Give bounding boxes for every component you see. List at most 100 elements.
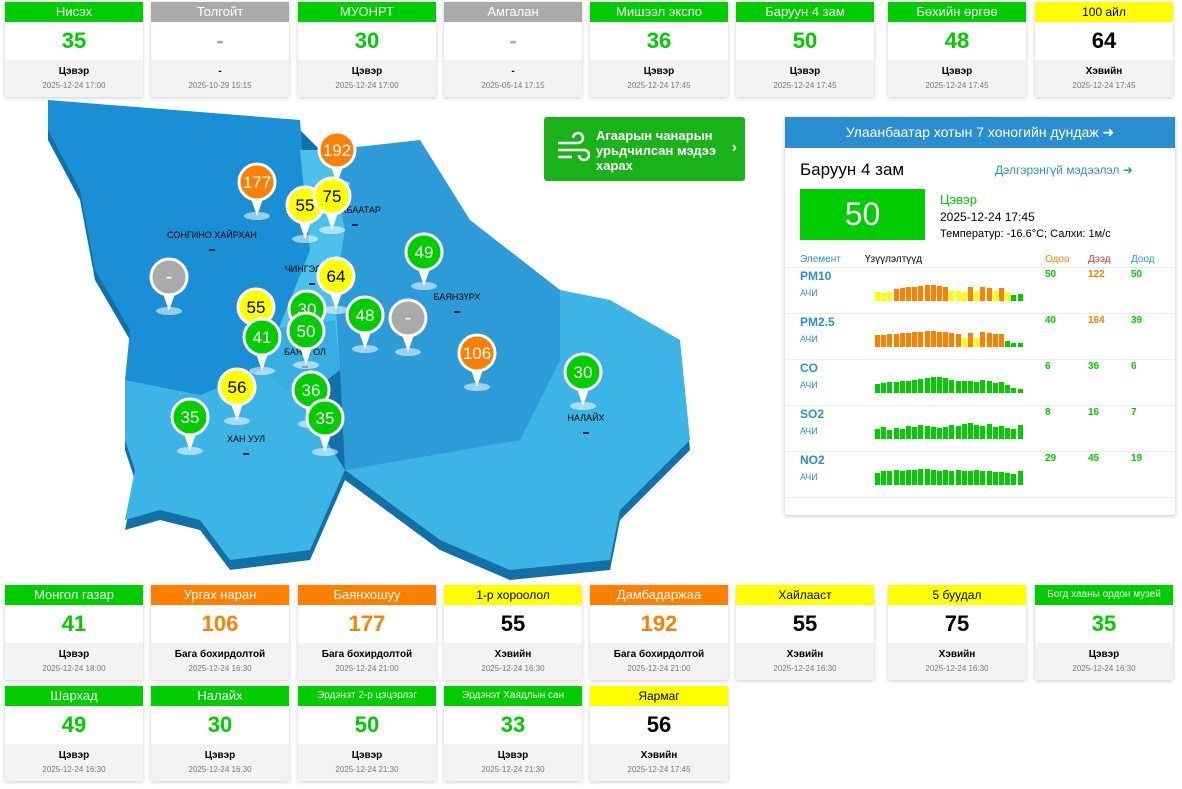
station-name: Баянхошуу — [298, 585, 436, 605]
bar — [980, 332, 986, 347]
element-max: 45 — [1088, 453, 1100, 464]
station-value: 192 — [640, 611, 678, 636]
station-name: Баруун 4 зам — [736, 2, 874, 22]
bar — [1017, 343, 1023, 347]
station-card[interactable]: Богд хааны ордон музей 35 Цэвэр 2025-12-24 … — [1035, 585, 1173, 680]
map-pin[interactable]: 30 — [563, 352, 603, 410]
map-pin[interactable]: 64 — [316, 256, 356, 314]
bar — [1011, 429, 1017, 439]
station-value: 35 — [1091, 611, 1117, 636]
panel-header[interactable]: Улаанбаатар хотын 7 хоногийн дундаж ➜ — [785, 117, 1175, 148]
bar — [1005, 341, 1011, 347]
station-card[interactable]: Баянхошуу 177 Бага бохирдолтой 2025-12-24 2… — [298, 585, 436, 680]
bar — [992, 427, 998, 439]
station-time: 2025-12-24 16:30 — [5, 761, 143, 781]
map-pin[interactable]: 177 — [237, 162, 277, 220]
map-pin[interactable]: 50 — [286, 311, 326, 369]
map-pin[interactable]: - — [388, 298, 428, 356]
bar — [930, 285, 936, 301]
station-name: Шархад — [5, 686, 143, 706]
pin-circle — [170, 397, 210, 437]
station-card[interactable]: Хайлааст 55 Хэвийн 2025-12-24 16:30 — [736, 585, 874, 680]
pin-value: - — [166, 266, 173, 288]
bar — [887, 381, 893, 393]
map-pin[interactable]: 49 — [404, 232, 444, 290]
bar — [980, 287, 986, 301]
map-pin[interactable]: 75 — [312, 176, 352, 234]
pin-value: 35 — [181, 408, 200, 427]
bar — [999, 334, 1004, 347]
element-now: 50 — [1045, 269, 1057, 280]
station-name: Яармаг — [590, 686, 728, 706]
bar — [881, 383, 887, 393]
station-card[interactable]: Нисэх 35 Цэвэр 2025-12-24 17:00 — [5, 2, 143, 97]
bar — [912, 286, 918, 301]
station-card[interactable]: Ургах наран 106 Бага бохирдолтой 2025-12-24… — [151, 585, 289, 680]
bar — [918, 425, 924, 439]
station-card[interactable]: Налайх 30 Цэвэр 2025-12-24 16:30 — [151, 686, 289, 781]
bar — [924, 426, 930, 439]
station-time: 2025-10-29 15:15 — [151, 77, 289, 97]
bar — [961, 337, 967, 347]
map-pin[interactable]: 41 — [242, 317, 282, 375]
pin-value: 177 — [243, 173, 271, 192]
station-card[interactable]: МУОНРТ 30 Цэвэр 2025-12-24 17:00 — [298, 2, 436, 97]
station-card[interactable]: Толгойт - -2025-10-29 15:15 — [151, 2, 289, 97]
station-time: 2025-12-24 17:45 — [1035, 77, 1173, 97]
status: Цэвэр — [940, 192, 978, 207]
district-dot — [454, 311, 460, 313]
bar — [992, 334, 998, 347]
element-unit: АЧИ — [800, 288, 818, 298]
station-card[interactable]: Баруун 4 зам 50 Цэвэр 2025-12-24 17:45 — [736, 2, 874, 97]
station-card[interactable]: Бөхийн өргөө 48 Цэвэр 2025-12-24 17:45 — [888, 2, 1026, 97]
station-time: 2025-12-24 18:00 — [5, 660, 143, 680]
map-pin[interactable]: 48 — [345, 295, 385, 353]
station-name: Богд хааны ордон музей — [1035, 585, 1173, 605]
station-card[interactable]: Амгалан - -2025-05-14 17:15 — [444, 2, 582, 97]
station-name: Бөхийн өргөө — [888, 2, 1026, 22]
station-card[interactable]: 100 айл 64 Хэвийн 2025-12-24 17:45 — [1035, 2, 1173, 97]
station-card[interactable]: Мишээл экспо 36 Цэвэр 2025-12-24 17:45 — [590, 2, 728, 97]
station-value: 56 — [646, 712, 672, 737]
bar — [955, 470, 961, 485]
station-card[interactable]: Яармаг 56 Хэвийн 2025-12-24 17:45 — [590, 686, 728, 781]
bar — [899, 381, 905, 393]
station-card[interactable]: Дамбадаржаа 192 Бага бохирдолтой 2025-12-24… — [590, 585, 728, 680]
element-unit: АЧИ — [800, 472, 818, 482]
forecast-button[interactable]: Агаарын чанарын урьдчилсан мэдээ харах › — [544, 117, 745, 181]
station-card[interactable]: Эрдэнэт Хаядлын сан 33 Цэвэр 2025-12-24 21:… — [444, 686, 582, 781]
station-time: 2025-12-24 16:30 — [1035, 660, 1173, 680]
bar — [974, 291, 980, 301]
bar — [1005, 385, 1011, 393]
pin-value: - — [405, 307, 412, 329]
district-bayanzurkh — [330, 140, 560, 470]
table-header: Элемент — [800, 254, 841, 265]
details-link[interactable]: Дэлгэрэнгүй мэдээлэл ➜ — [995, 163, 1133, 177]
pin-value: 75 — [323, 187, 342, 206]
bar — [912, 379, 918, 393]
map-pin[interactable]: 35 — [170, 397, 210, 455]
map-pin[interactable]: 56 — [217, 367, 257, 425]
bar — [943, 427, 949, 439]
bar — [955, 333, 961, 347]
element-unit: АЧИ — [800, 426, 818, 436]
bar — [1017, 425, 1023, 439]
map-pin[interactable]: - — [149, 257, 189, 315]
map-pin[interactable]: 35 — [305, 398, 345, 456]
station-status: Бага бохирдолтой — [590, 643, 728, 660]
station-value: 30 — [207, 712, 233, 737]
bar — [875, 335, 880, 347]
pin-circle — [457, 333, 497, 373]
station-status: Цэвэр — [5, 744, 143, 761]
bar — [906, 332, 911, 347]
station-card[interactable]: Монгол газар 41 Цэвэр 2025-12-24 18:00 — [5, 585, 143, 680]
element-max: 164 — [1088, 315, 1105, 326]
station-card[interactable]: 1-р хороолол 55 Хэвийн 2025-12-24 16:30 — [444, 585, 582, 680]
station-name: 1-р хороолол — [444, 585, 582, 605]
map-pin[interactable]: 106 — [457, 333, 497, 391]
station-card[interactable]: Эрдэнэт 2-р цэцэрлэг 50 Цэвэр 2025-12-24 21… — [298, 686, 436, 781]
station-card[interactable]: 5 буудал 75 Хэвийн 2025-12-24 16:30 — [888, 585, 1026, 680]
bar — [924, 469, 930, 485]
station-card[interactable]: Шархад 49 Цэвэр 2025-12-24 16:30 — [5, 686, 143, 781]
pin-circle — [305, 398, 345, 438]
